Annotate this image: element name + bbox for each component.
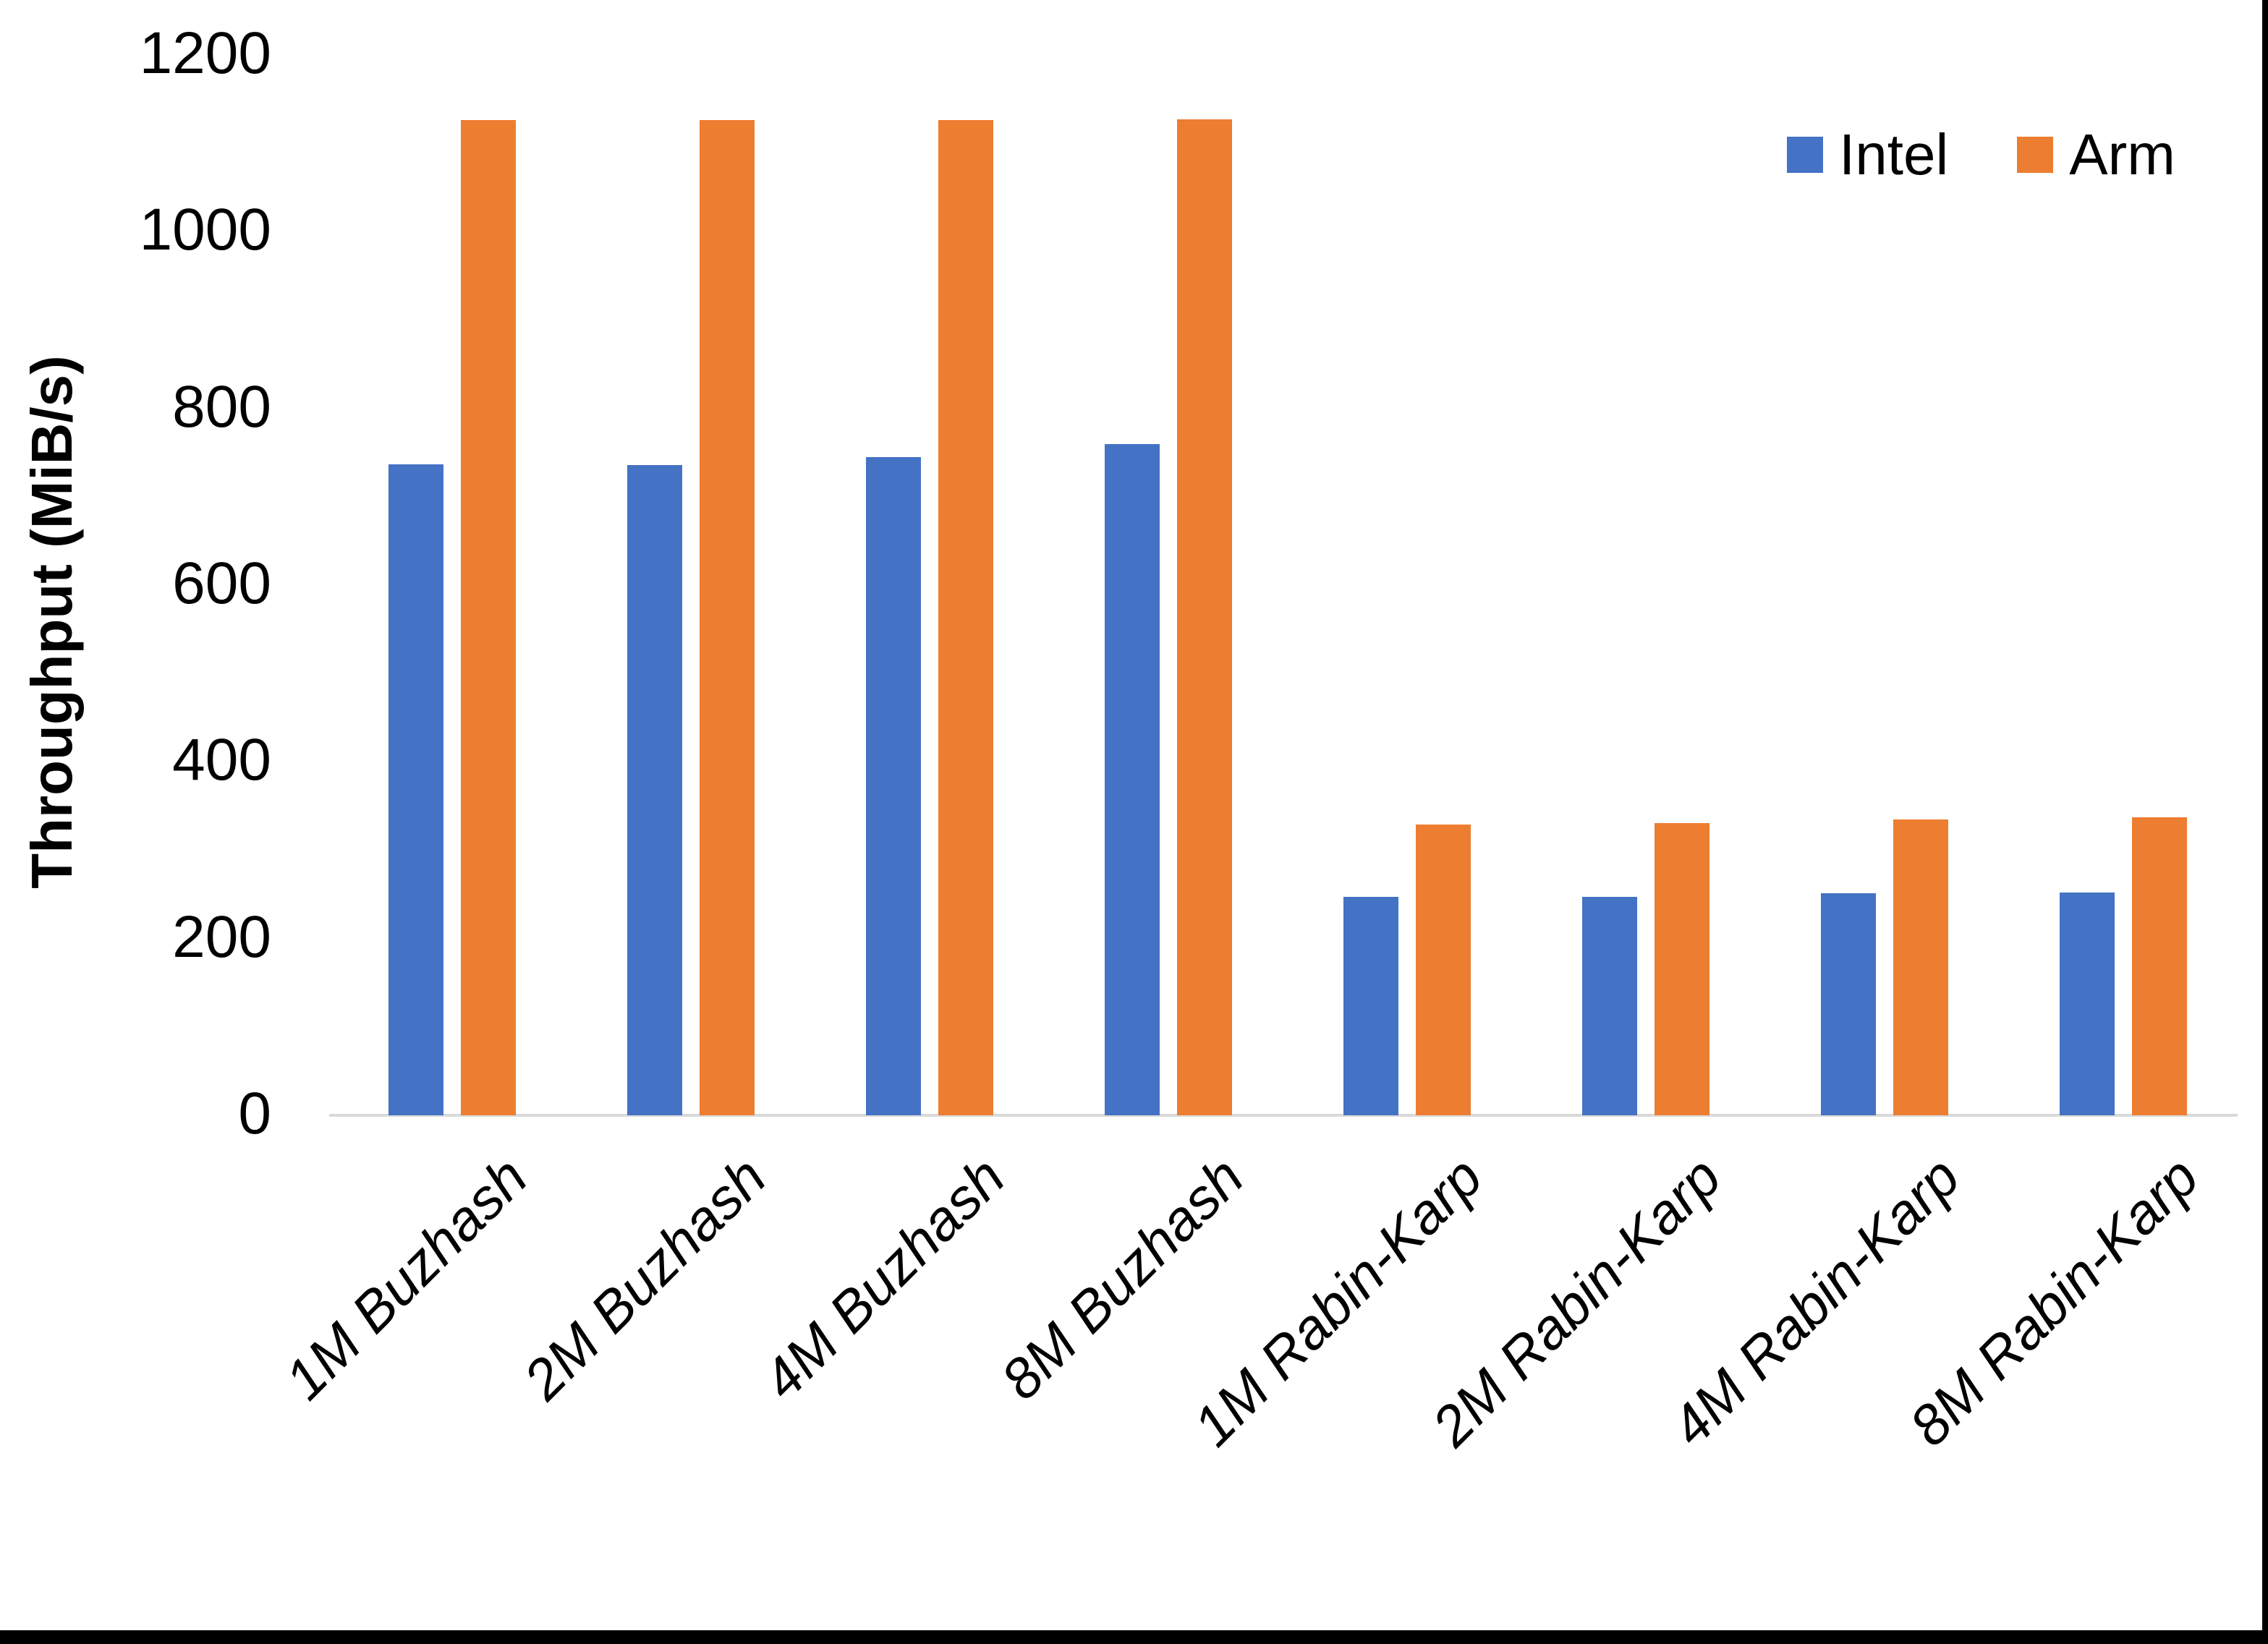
y-tick-0: 0 — [238, 1081, 271, 1146]
bar-arm-2m-rabin-karp — [1655, 823, 1710, 1115]
bar-intel-8m-rabin-karp — [2060, 893, 2115, 1115]
bar-intel-2m-rabin-karp — [1582, 897, 1637, 1115]
x-axis-line — [329, 1114, 2238, 1117]
bar-intel-8m-buzhash — [1105, 444, 1160, 1115]
legend-label-intel: Intel — [1839, 122, 1949, 187]
legend-item-arm: Arm — [2017, 122, 2175, 188]
bar-arm-1m-rabin-karp — [1416, 825, 1471, 1115]
bar-arm-8m-buzhash — [1177, 119, 1232, 1115]
y-axis-title: Throughput (MiB/s) — [20, 355, 84, 889]
x-label-1m-buzhash: 1M Buzhash — [273, 1144, 540, 1412]
legend-label-arm: Arm — [2069, 122, 2175, 187]
legend-swatch-intel — [1787, 137, 1823, 173]
right-border — [2262, 0, 2268, 1644]
legend-swatch-arm — [2017, 137, 2054, 173]
y-tick-1200: 1200 — [139, 20, 271, 86]
y-tick-400: 400 — [172, 727, 271, 793]
bar-arm-8m-rabin-karp — [2132, 817, 2187, 1115]
x-label-8m-buzhash: 8M Buzhash — [989, 1144, 1256, 1412]
y-tick-600: 600 — [172, 550, 271, 616]
legend-item-intel: Intel — [1787, 122, 1948, 188]
y-tick-800: 800 — [172, 373, 271, 440]
y-tick-1000: 1000 — [139, 197, 271, 263]
bar-intel-4m-rabin-karp — [1821, 893, 1876, 1115]
bar-intel-1m-rabin-karp — [1343, 897, 1398, 1115]
bar-intel-2m-buzhash — [627, 465, 682, 1115]
x-label-4m-buzhash: 4M Buzhash — [750, 1144, 1017, 1412]
y-tick-200: 200 — [172, 903, 271, 970]
bar-intel-1m-buzhash — [388, 464, 443, 1115]
bar-arm-1m-buzhash — [461, 120, 516, 1115]
legend: Intel Arm — [1787, 122, 2175, 188]
x-label-2m-buzhash: 2M Buzhash — [511, 1144, 778, 1412]
bar-arm-4m-buzhash — [938, 120, 993, 1115]
bar-intel-4m-buzhash — [866, 457, 921, 1115]
bottom-border — [0, 1630, 2268, 1644]
bar-arm-2m-buzhash — [700, 120, 755, 1115]
bar-arm-4m-rabin-karp — [1893, 819, 1948, 1115]
